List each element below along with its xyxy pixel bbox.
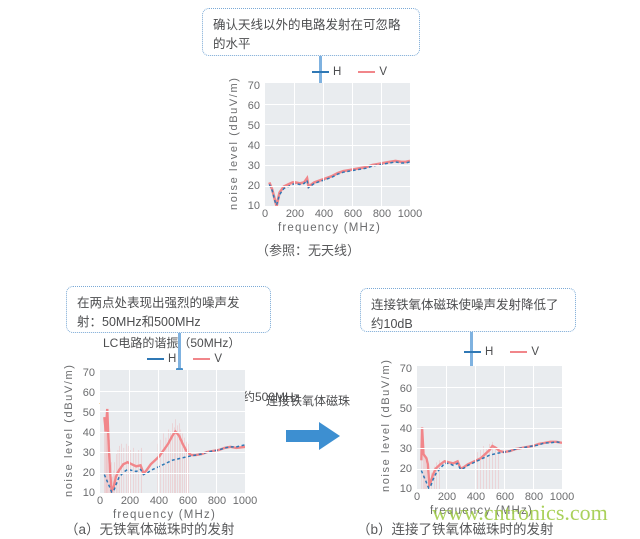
chart-b-xlabel: frequency (MHz): [430, 505, 533, 517]
chart-a-ytick: 50: [82, 407, 95, 419]
chart-reference-xtick: 600: [343, 208, 363, 220]
legend-h-label: H: [333, 66, 342, 78]
chart-reference-ytick: 50: [247, 120, 260, 132]
callout-right: 连接铁氧体磁珠使噪声发射降低了约10dB: [360, 288, 576, 332]
chart-a-legend: H V: [147, 353, 222, 365]
legend-v-swatch: [193, 357, 211, 361]
legend-h-label: H: [485, 346, 494, 358]
chart-a-xtick: 600: [178, 495, 198, 507]
legend-v-swatch: [510, 350, 528, 354]
chart-a-ytick: 10: [82, 487, 95, 499]
chart-reference-ytick: 10: [247, 200, 260, 212]
chart-reference-plot: [265, 83, 410, 206]
annotation-lc-resonance: LC电路的谐振（50MHz）: [103, 335, 240, 351]
series-h-line: [104, 445, 245, 492]
chart-b-plot: [417, 366, 562, 489]
legend-v-label: V: [531, 346, 539, 358]
chart-b-xtick: 200: [437, 491, 457, 503]
chart-a-ytick: 60: [82, 387, 95, 399]
callout-top-stem: [319, 56, 322, 93]
chart-reference-xtick: 200: [285, 208, 305, 220]
series-v-line: [104, 409, 245, 491]
chart-a-ytick: 20: [82, 467, 95, 479]
legend-v-label: V: [379, 66, 387, 78]
chart-a-xtick: 800: [207, 495, 227, 507]
caption-b: （b）连接了铁氧体磁珠时的发射: [357, 522, 554, 537]
callout-top-text: 确认天线以外的电路发射在可忽略的水平: [213, 18, 401, 51]
series-v-spikes: [104, 408, 189, 493]
chart-a-plot: [100, 370, 245, 493]
chart-b-xtick: 400: [466, 491, 486, 503]
chart-a-xtick: 0: [96, 495, 104, 507]
transition-label: 连接铁氧体磁珠: [266, 394, 351, 408]
chart-reference-xtick: 800: [372, 208, 392, 220]
site-watermark: www.cntronics.com: [432, 500, 608, 525]
chart-reference-xtick: 400: [314, 208, 334, 220]
chart-b-ytick: 40: [399, 423, 412, 435]
chart-b-with-ferrite: H V noise level (dBuV/m) 70 60 50 40 30 …: [372, 340, 574, 517]
callout-left-text: 在两点处表现出强烈的噪声发射：50MHz和500MHz: [77, 296, 240, 329]
chart-reference-ytick: 60: [247, 100, 260, 112]
chart-b-xtick: 600: [495, 491, 515, 503]
chart-b-xtick: 800: [524, 491, 544, 503]
chart-reference-ytick: 70: [247, 80, 260, 92]
legend-h-label: H: [168, 353, 177, 365]
chart-reference-ytick: 40: [247, 140, 260, 152]
chart-a-xtick: 1000: [232, 495, 258, 507]
caption-reference: （参照：无天线）: [256, 243, 361, 258]
callout-left: 在两点处表现出强烈的噪声发射：50MHz和500MHz: [66, 286, 271, 333]
chart-b-ytick: 70: [399, 363, 412, 375]
callout-top: 确认天线以外的电路发射在可忽略的水平: [202, 8, 420, 56]
legend-v-swatch: [358, 70, 376, 74]
chart-reference-ytick: 20: [247, 180, 260, 192]
chart-reference: H V noise level (dBuV/m) 70 60 50 40 30 …: [220, 62, 422, 234]
series-h-line: [421, 442, 562, 488]
chart-b-traces: [417, 366, 562, 489]
chart-reference-xtick: 1000: [397, 208, 423, 220]
chart-b-ytick: 50: [399, 403, 412, 415]
chart-b-ytick: 20: [399, 463, 412, 475]
legend-h-swatch: [464, 350, 481, 354]
chart-b-xtick: 1000: [549, 491, 575, 503]
legend-h-swatch: [312, 70, 329, 74]
chart-a-xtick: 200: [120, 495, 140, 507]
chart-a-ytick: 40: [82, 427, 95, 439]
chart-b-ytick: 30: [399, 443, 412, 455]
chart-a-ytick: 70: [82, 367, 95, 379]
chart-b-xtick: 0: [413, 491, 421, 503]
callout-left-stem: [178, 333, 181, 371]
series-v-line: [269, 161, 410, 206]
chart-reference-ytick: 30: [247, 160, 260, 172]
chart-a-xlabel: frequency (MHz): [113, 509, 216, 521]
chart-a-ytick: 30: [82, 447, 95, 459]
callout-right-text: 连接铁氧体磁珠使噪声发射降低了约10dB: [371, 298, 559, 331]
series-v-line: [421, 428, 562, 485]
annotation-lc-resonance-line1: LC电路的谐振（50MHz）: [103, 336, 241, 350]
chart-a-traces: [104, 370, 245, 493]
chart-a-no-ferrite: H V noise level (dBuV/m) 70 60 50 40 30 …: [55, 349, 257, 521]
legend-h-swatch: [147, 357, 164, 361]
chart-b-legend: H V: [464, 346, 539, 358]
chart-a-xtick: 400: [149, 495, 169, 507]
chart-reference-xlabel: frequency (MHz): [278, 222, 381, 234]
legend-v-label: V: [214, 353, 222, 365]
chart-b-ytick: 10: [399, 483, 412, 495]
chart-reference-xtick: 0: [261, 208, 269, 220]
chart-reference-legend: H V: [312, 66, 387, 78]
chart-b-ytick: 60: [399, 383, 412, 395]
right-arrow-icon: [286, 422, 340, 450]
caption-a: （a）无铁氧体磁珠时的发射: [65, 522, 235, 537]
